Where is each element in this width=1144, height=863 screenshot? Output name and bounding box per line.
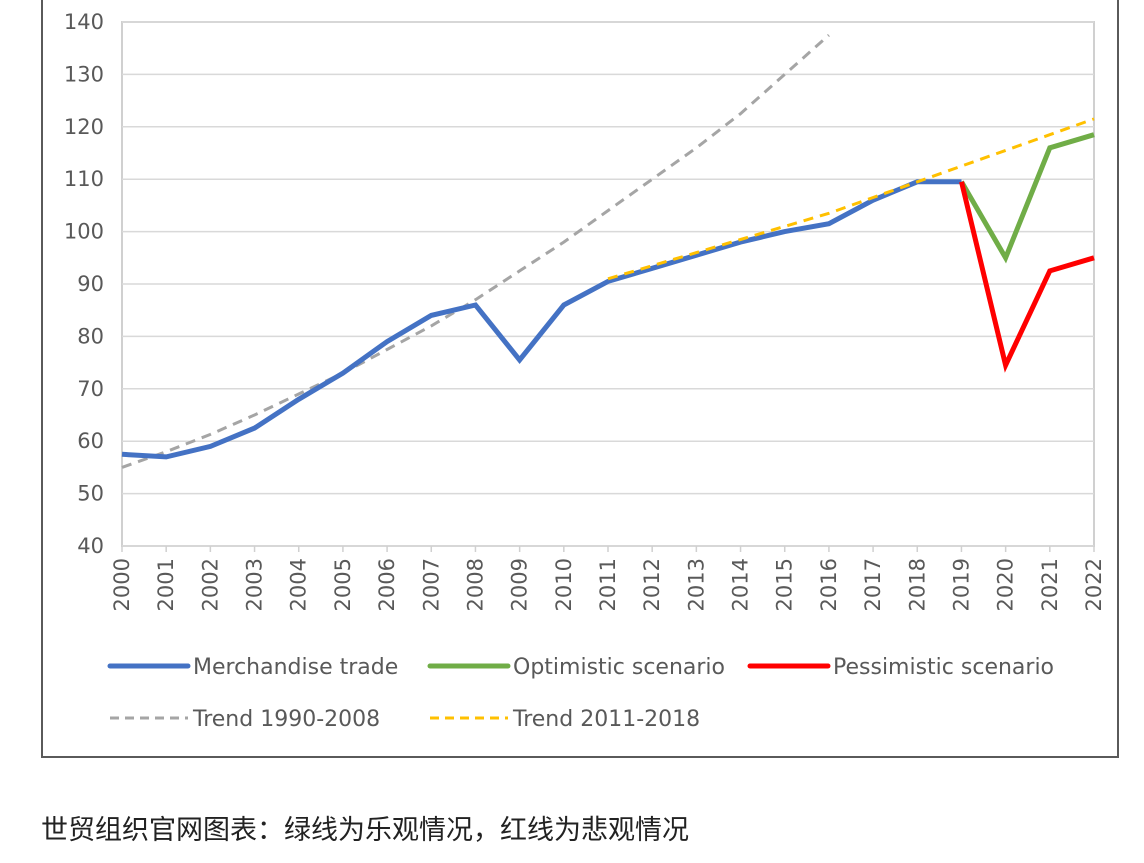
x-tick-label: 2004 [287, 558, 311, 611]
x-tick-label: 2011 [596, 558, 620, 611]
x-tick-label: 2003 [243, 558, 267, 611]
chart-caption: 世贸组织官网图表：绿线为乐观情况，红线为悲观情况 [41, 815, 689, 846]
x-tick-label: 2006 [375, 558, 399, 611]
x-tick-label: 2013 [684, 558, 708, 611]
series-pessimistic-scenario [959, 181, 1095, 373]
legend: Merchandise trade Optimistic scenario Pess… [107, 655, 1054, 732]
legend-label: Optimistic scenario [513, 655, 725, 680]
line-chart: 40 50 60 70 80 90 100 110 120 130 140 2000 2001 2002… [64, 10, 1106, 732]
x-tick-label: 2020 [994, 558, 1018, 611]
legend-label: Merchandise trade [193, 655, 398, 680]
legend-label: Pessimistic scenario [833, 655, 1054, 680]
series-optimistic-scenario [959, 132, 1095, 264]
x-tick-label: 2002 [198, 558, 222, 611]
x-tick-label: 2015 [773, 558, 797, 611]
x-tick-label: 2019 [949, 558, 973, 611]
x-tick-label: 2008 [463, 558, 487, 611]
y-axis: 40 50 60 70 80 90 100 110 120 130 140 [64, 10, 104, 558]
y-tick-label: 90 [77, 272, 104, 296]
y-tick-label: 50 [77, 482, 104, 506]
x-tick-label: 2016 [817, 558, 841, 611]
x-tick-label: 2018 [905, 558, 929, 611]
legend-label: Trend 2011-2018 [512, 707, 700, 732]
x-tick-label: 2001 [154, 558, 178, 611]
legend-label: Trend 1990-2008 [192, 707, 380, 732]
series-trend-2011-2018 [607, 117, 1095, 281]
y-tick-label: 110 [64, 167, 104, 191]
series-merchandise-trade [121, 179, 962, 460]
x-tick-label: 2021 [1038, 558, 1062, 611]
x-tick-label: 2005 [331, 558, 355, 611]
y-tick-label: 100 [64, 220, 104, 244]
y-tick-label: 70 [77, 377, 104, 401]
x-tick-label: 2007 [419, 558, 443, 611]
y-tick-label: 130 [64, 62, 104, 86]
chart-frame: 40 50 60 70 80 90 100 110 120 130 140 2000 2001 2002… [41, 0, 1119, 758]
y-tick-label: 140 [64, 10, 104, 34]
x-tick-label: 2017 [861, 558, 885, 611]
series-lines [121, 33, 1095, 469]
x-tick-label: 2022 [1082, 558, 1106, 611]
x-tick-label: 2014 [729, 558, 753, 611]
x-tick-label: 2009 [508, 558, 532, 611]
x-tick-label: 2010 [552, 558, 576, 611]
y-tick-label: 60 [77, 429, 104, 453]
series-trend-1990-2008 [121, 33, 830, 469]
x-tick-label: 2012 [640, 558, 664, 611]
y-tick-label: 120 [64, 115, 104, 139]
y-tick-label: 80 [77, 324, 104, 348]
x-axis: 2000 2001 2002 2003 2004 2005 2006 2007 2008 2009… [110, 546, 1106, 611]
x-tick-label: 2000 [110, 558, 134, 611]
y-tick-label: 40 [77, 534, 104, 558]
